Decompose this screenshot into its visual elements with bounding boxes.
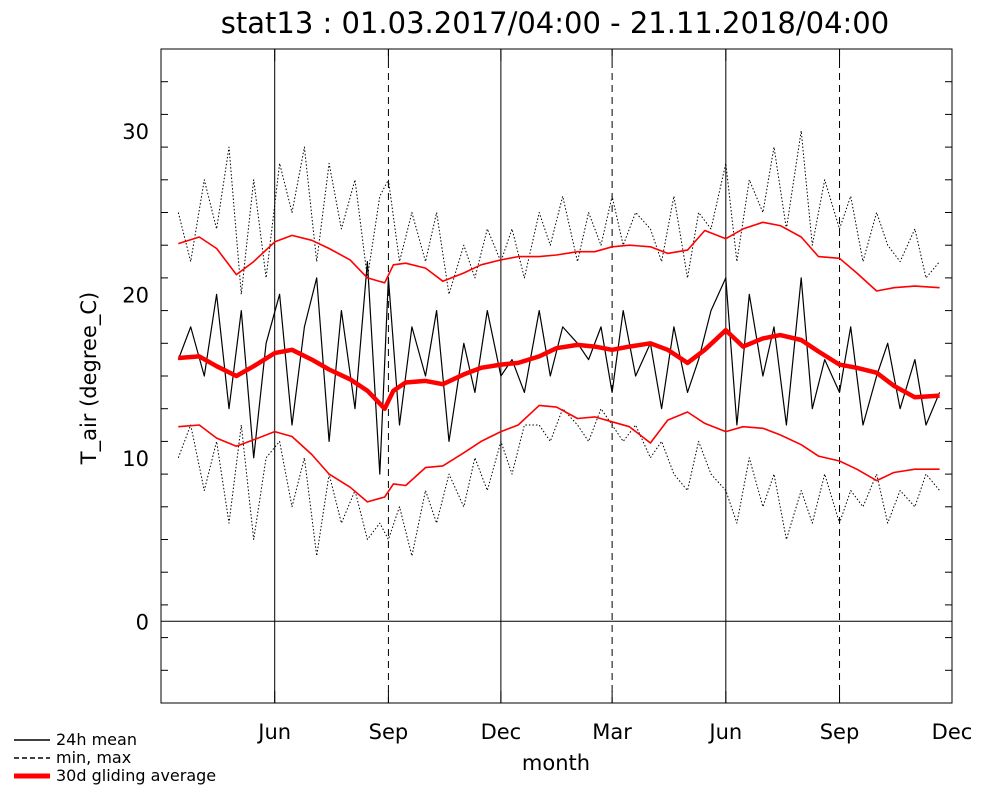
xtick-label: Jun [256,720,291,744]
xtick-label: Dec [932,720,973,744]
legend-label-0: 24h mean [56,730,137,749]
series-24h-mean [177,261,941,475]
ytick-label: 0 [136,610,149,634]
series-daily-min [177,408,940,557]
ytick-label: 20 [122,283,149,307]
xtick-label: Jun [707,720,742,744]
month-divider-lines [160,49,841,703]
series-30d-gliding-average [178,327,940,411]
legend-label-1: min, max [56,748,131,767]
xtick-label: Sep [369,720,409,744]
xtick-label: Sep [820,720,860,744]
ytick-label: 30 [122,120,149,144]
x-axis-label: month [522,751,590,775]
legend-label-2: 30d gliding average [56,766,216,785]
y-axis-label: T_air (degree_C) [77,292,102,465]
y-axis-ticks: 0 10 20 30 [122,48,952,704]
x-axis-ticks: Jun Sep Dec Mar Jun Sep Dec [256,49,972,744]
series-daily-max [177,130,940,295]
chart-title: stat13 : 01.03.2017/04:00 - 21.11.2018/0… [221,6,889,40]
xtick-label: Mar [592,720,632,744]
ytick-label: 10 [122,447,149,471]
plot-frame [160,48,953,704]
series-layer [177,130,941,557]
series-min-30d- [178,404,940,503]
xtick-label: Dec [481,720,522,744]
series-max-30d- [178,221,940,292]
